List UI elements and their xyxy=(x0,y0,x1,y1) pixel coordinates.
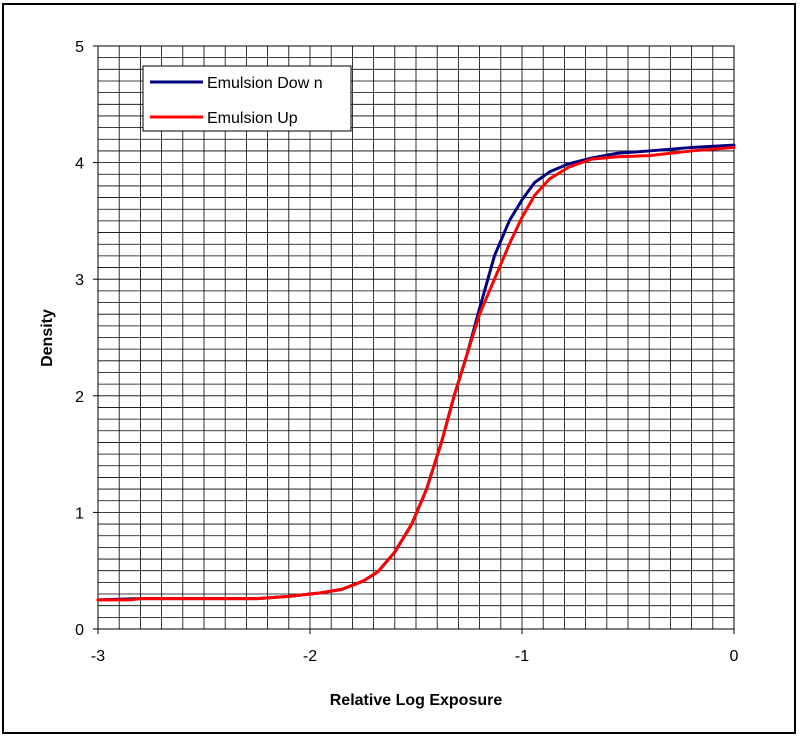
y-tick-label: 3 xyxy=(75,272,84,289)
plot-area xyxy=(97,45,735,630)
legend: Emulsion Dow n Emulsion Up xyxy=(142,65,352,132)
y-axis-title: Density xyxy=(39,309,56,367)
x-tick-label: -2 xyxy=(303,648,317,665)
y-tick-label: 5 xyxy=(75,39,84,56)
series-line-emulsion-up xyxy=(96,145,736,602)
legend-label-emulsion-up: Emulsion Up xyxy=(207,110,298,127)
y-tick-label: 4 xyxy=(75,156,84,173)
x-axis-title: Relative Log Exposure xyxy=(330,692,503,709)
y-tick-labels: 0 1 2 3 4 5 xyxy=(75,39,98,639)
chart-frame xyxy=(2,3,796,734)
y-tick-label: 1 xyxy=(75,505,84,522)
x-tick-labels: -3 -2 -1 0 xyxy=(91,629,739,665)
x-tick-label: -3 xyxy=(91,648,105,665)
x-tick-label: -1 xyxy=(515,648,529,665)
grid-lines xyxy=(98,46,734,629)
series-layer xyxy=(96,143,736,602)
y-tick-label: 2 xyxy=(75,389,84,406)
x-tick-label: 0 xyxy=(730,648,739,665)
y-tick-label: 0 xyxy=(75,622,84,639)
legend-box xyxy=(142,65,352,132)
legend-label-emulsion-down: Emulsion Dow n xyxy=(207,75,323,92)
